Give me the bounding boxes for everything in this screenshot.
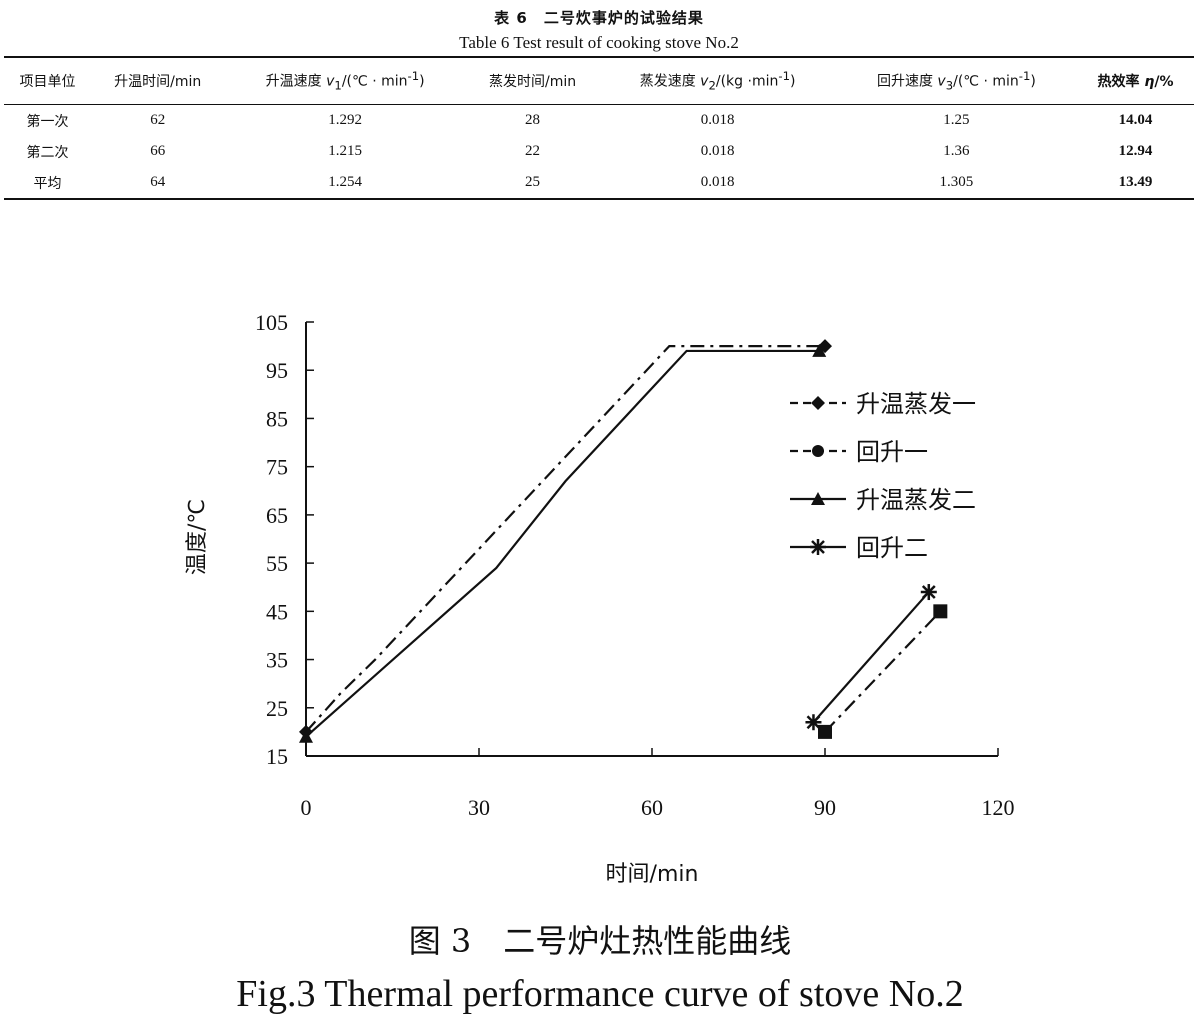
y-tick-label: 95 (266, 358, 288, 383)
star-stroke (921, 585, 936, 599)
x-tick-label: 60 (641, 795, 663, 820)
data-point (299, 729, 313, 743)
legend-item: 回升一 (790, 438, 928, 466)
table-row: 第二次 66 1.215 22 0.018 1.36 12.94 (4, 136, 1194, 167)
legend-item: 升温蒸发一 (790, 390, 976, 418)
table-row: 平均 64 1.254 25 0.018 1.305 13.49 (4, 167, 1194, 199)
data-point (812, 343, 827, 357)
legend-marker (811, 396, 825, 410)
series-line (305, 345, 825, 733)
legend-item: 升温蒸发二 (790, 486, 976, 514)
header-heat-time: 升温时间/min (114, 74, 202, 90)
legend-marker (812, 445, 824, 457)
cell-evap-speed: 0.018 (700, 112, 735, 128)
cell-evap-time: 22 (525, 143, 541, 159)
legend-label: 回升一 (856, 438, 928, 466)
y-tick-label: 25 (266, 696, 288, 721)
data-point (933, 604, 948, 619)
x-tick-label: 120 (982, 795, 1015, 820)
chart-plot-area (299, 339, 948, 743)
star-stroke (811, 540, 825, 554)
x-tick-label: 90 (814, 795, 836, 820)
table-header-row: 项目单位 升温时间/min 升温速度 v1/(℃ · min-1) 蒸发时间/m… (4, 57, 1194, 105)
cell-item: 第一次 (26, 113, 69, 130)
header-evap-time: 蒸发时间/min (488, 74, 577, 90)
cell-heat-speed: 1.215 (328, 143, 363, 159)
cell-evap-speed: 0.018 (700, 143, 735, 159)
y-tick-label: 45 (266, 599, 288, 624)
data-point (818, 724, 832, 739)
results-table: 项目单位 升温时间/min 升温速度 v1/(℃ · min-1) 蒸发时间/m… (4, 56, 1194, 200)
table-caption-cn: 表 6 二号炊事炉的试验结果 (494, 9, 704, 27)
cell-item: 第二次 (26, 144, 69, 161)
series-3 (299, 343, 827, 743)
y-tick-label: 15 (266, 744, 288, 769)
series-line (812, 591, 930, 723)
y-tick-label: 85 (266, 406, 288, 431)
cell-evap-speed: 0.018 (700, 174, 735, 190)
cell-rise-speed: 1.305 (939, 174, 974, 190)
y-tick-label: 35 (266, 648, 288, 673)
thermal-performance-chart: 15 25 35 45 55 65 75 85 95 105 0 30 60 90 120 升温蒸发一回升一… (185, 310, 1015, 887)
cell-efficiency: 13.49 (1118, 174, 1153, 190)
results-table-block: 表 6 二号炊事炉的试验结果 Table 6 Test result of co… (4, 6, 1194, 200)
y-axis-title: 温度/℃ (185, 499, 210, 575)
cell-item: 平均 (33, 175, 62, 192)
legend-label: 升温蒸发二 (856, 486, 976, 514)
y-tick-label: 75 (266, 455, 288, 480)
header-heat-speed: 升温速度 v1/(℃ · min-1) (265, 69, 425, 93)
y-tick-label: 55 (266, 551, 288, 576)
x-tick-label: 30 (468, 795, 490, 820)
header-evap-speed: 蒸发速度 v2/(kg ·min-1) (639, 69, 796, 93)
data-point (805, 714, 822, 731)
legend-marker (811, 492, 825, 505)
cell-heat-time: 62 (150, 112, 166, 128)
cell-heat-time: 64 (150, 174, 166, 190)
cell-rise-speed: 1.25 (943, 112, 970, 128)
series-4 (805, 584, 937, 731)
cell-heat-speed: 1.254 (328, 174, 363, 190)
legend-marker (810, 539, 826, 555)
cell-efficiency: 12.94 (1118, 143, 1153, 159)
cell-efficiency: 14.04 (1118, 112, 1153, 128)
legend-label: 升温蒸发一 (856, 390, 976, 418)
figure-caption-en: Fig.3 Thermal performance curve of stove… (236, 973, 964, 1015)
figure-caption-cn: 图 3 二号炉灶热性能曲线 (408, 922, 792, 960)
y-tick-label: 105 (255, 310, 288, 335)
cell-evap-time: 28 (525, 112, 541, 128)
cell-heat-speed: 1.292 (328, 112, 363, 128)
x-tick-label: 0 (301, 795, 312, 820)
cell-heat-time: 66 (150, 143, 166, 159)
y-tick-label: 65 (266, 503, 288, 528)
header-item: 项目单位 (19, 74, 76, 90)
series-line (824, 610, 942, 733)
data-point (920, 584, 937, 601)
series-2 (818, 604, 948, 739)
table-row: 第一次 62 1.292 28 0.018 1.25 14.04 (4, 105, 1194, 137)
series-1 (299, 339, 832, 739)
star-stroke (806, 715, 821, 730)
table-caption-en: Table 6 Test result of cooking stove No.… (459, 33, 739, 52)
x-axis-title: 时间/min (606, 862, 699, 887)
cell-evap-time: 25 (525, 174, 541, 190)
series-line (305, 349, 820, 738)
cell-rise-speed: 1.36 (943, 143, 970, 159)
chart-axes: 15 25 35 45 55 65 75 85 95 105 0 30 60 90 120 (255, 310, 1015, 820)
legend-item: 回升二 (790, 534, 928, 562)
legend-label: 回升二 (856, 534, 928, 562)
header-rise-speed: 回升速度 v3/(℃ · min-1) (876, 69, 1036, 93)
header-efficiency: 热效率 η/% (1097, 74, 1174, 90)
